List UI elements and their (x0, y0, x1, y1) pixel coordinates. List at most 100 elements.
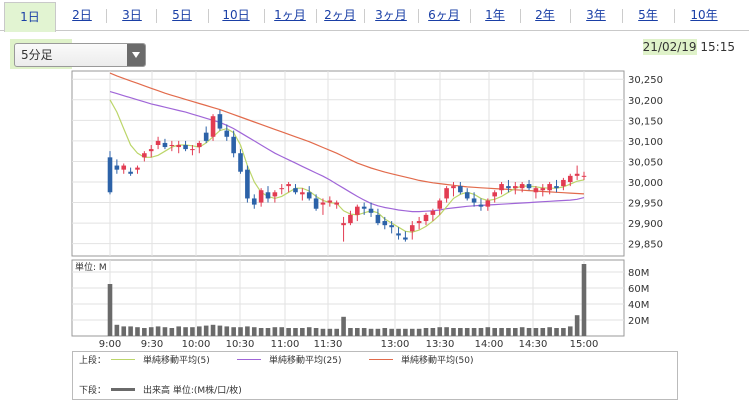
volume-bar (279, 327, 285, 336)
candle-body (368, 208, 374, 213)
volume-bar (341, 316, 346, 336)
candle-body (258, 190, 264, 203)
last-update: 21/02/19 15:15 (642, 39, 735, 55)
tab-11[interactable]: 3年 (586, 8, 606, 22)
volume-bar (478, 328, 484, 336)
volume-unit-label: 単位: M (75, 261, 107, 273)
volume-bar (403, 328, 408, 336)
candle-body (286, 184, 291, 187)
tab-7[interactable]: 3ヶ月 (375, 8, 407, 22)
tab-0[interactable]: 1日 (4, 2, 56, 32)
tab-5[interactable]: 1ヶ月 (274, 8, 306, 22)
volume-bar (540, 328, 546, 336)
price-panel (71, 70, 625, 257)
candle-body (245, 169, 250, 199)
legend-upper-label: 上段： (79, 356, 107, 366)
tab-1[interactable]: 2日 (72, 8, 92, 22)
volume-bar (327, 328, 333, 336)
volume-bar (251, 327, 257, 336)
volume-tick-label: 40M (628, 300, 649, 311)
candle-body (203, 132, 209, 141)
volume-bar (313, 328, 319, 336)
time-tick-label: 9:00 (99, 339, 121, 350)
volume-bar (128, 326, 133, 336)
interval-select[interactable]: 5分足 (14, 43, 146, 67)
volume-bar (210, 324, 216, 336)
volume-bar (293, 328, 298, 336)
tab-4[interactable]: 10日 (222, 8, 250, 22)
volume-bar (320, 328, 326, 336)
candle-body (148, 149, 154, 152)
tab-6[interactable]: 2ヶ月 (324, 8, 356, 22)
candle-body (416, 221, 422, 224)
volume-bar (451, 328, 456, 336)
tab-9[interactable]: 1年 (485, 8, 505, 22)
candle-body (334, 202, 339, 205)
time-tick-label: 14:30 (519, 339, 548, 350)
volume-bar (334, 328, 339, 336)
volume-bar (238, 327, 243, 336)
volume-bar (121, 326, 127, 336)
legend-ma25-swatch (237, 359, 261, 360)
candle-body (451, 186, 456, 189)
candle-body (540, 188, 546, 191)
volume-bar (506, 328, 511, 336)
tab-8[interactable]: 6ヶ月 (428, 8, 460, 22)
tab-2[interactable]: 3日 (122, 8, 142, 22)
volume-bar (519, 327, 525, 336)
volume-bar (423, 328, 429, 336)
legend-volume-swatch (111, 388, 135, 391)
candle-body (197, 142, 202, 148)
time-tick-label: 10:30 (226, 339, 255, 350)
candle-body (272, 192, 278, 197)
candle-body (320, 202, 326, 205)
price-tick-label: 30,200 (628, 96, 663, 107)
candle-body (107, 157, 113, 193)
candle-body (471, 198, 477, 203)
legend-ma25-label: 単純移動平均(25) (269, 356, 342, 366)
candle-body (554, 186, 559, 189)
volume-bar (409, 328, 415, 336)
volume-bar (471, 328, 477, 336)
candle-body (224, 130, 230, 137)
candle-body (526, 184, 532, 189)
legend-ma50-label: 単純移動平均(50) (401, 356, 474, 366)
legend-volume-label: 出来高 単位:(M株/口/枚) (143, 386, 242, 396)
volume-bar (492, 328, 497, 336)
candle-body (382, 221, 388, 226)
volume-bar (444, 327, 449, 336)
tab-12[interactable]: 5年 (638, 8, 658, 22)
volume-bar (567, 326, 573, 336)
candle-body (458, 186, 463, 193)
candle-body (300, 192, 305, 195)
tab-separator (674, 9, 675, 23)
candle-body (169, 145, 175, 146)
volume-bar (142, 328, 147, 336)
candle-body (396, 233, 401, 236)
volume-bar (464, 328, 470, 336)
volume-bar (286, 328, 291, 336)
candle-body (437, 200, 443, 209)
candle-body (409, 225, 415, 232)
candle-body (142, 153, 147, 158)
volume-bar (114, 324, 120, 336)
volume-bar (361, 328, 367, 336)
chevron-down-icon[interactable] (127, 44, 145, 66)
candle-body (485, 200, 491, 207)
tab-10[interactable]: 2年 (535, 8, 555, 22)
candle-body (499, 184, 504, 191)
candle-body (444, 188, 449, 199)
candle-body (361, 206, 367, 209)
tab-3[interactable]: 5日 (172, 8, 192, 22)
chart-legend: 上段： 単純移動平均(5) 単純移動平均(25) 単純移動平均(50) 下段： … (72, 351, 678, 400)
candle-body (403, 237, 408, 240)
candle-body (464, 192, 470, 199)
tab-13[interactable]: 10年 (690, 8, 718, 22)
candle-body (114, 165, 120, 170)
volume-bar (190, 327, 195, 336)
tab-separator (470, 9, 471, 23)
volume-bar (533, 328, 539, 336)
candle-body (430, 210, 436, 215)
volume-bar (430, 328, 436, 336)
volume-bar (306, 327, 312, 336)
